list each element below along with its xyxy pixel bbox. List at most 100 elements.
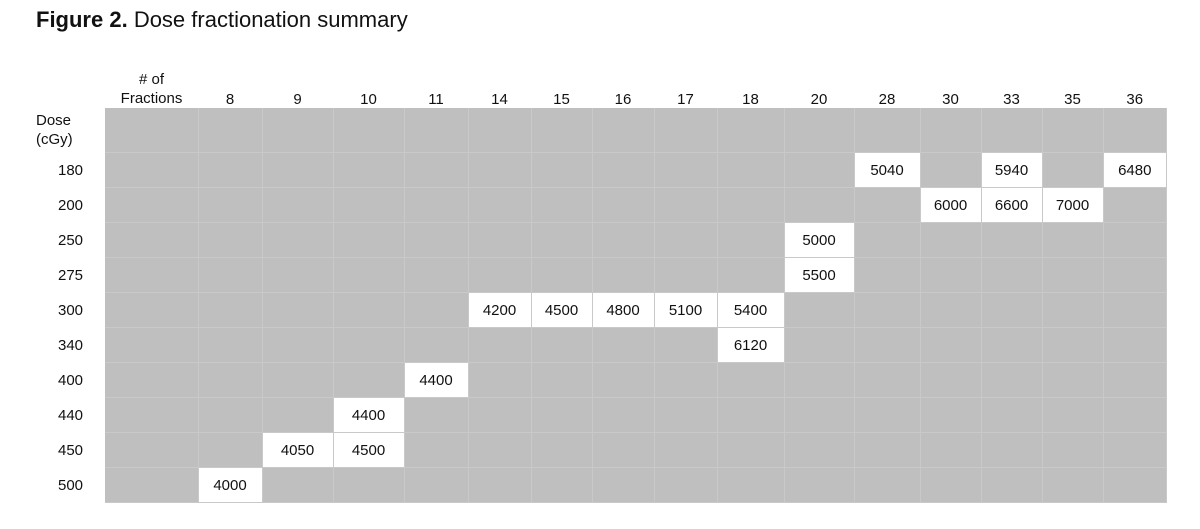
grid-cell: [468, 187, 532, 223]
total-dose-cell: 5000: [784, 222, 855, 258]
dose-row-400: 400 4400: [36, 362, 1167, 398]
grid-cell: [404, 187, 469, 223]
dose-row-200: 200 6000 6600 7000: [36, 187, 1167, 223]
total-dose-cell: 5400: [717, 292, 785, 328]
fractions-header-30: 30: [942, 91, 959, 108]
grid-cell: [654, 327, 718, 363]
grid-cell: [592, 257, 655, 293]
grid-cell: [105, 432, 199, 468]
grid-cell: [1042, 222, 1104, 258]
total-dose-cell: 5500: [784, 257, 855, 293]
fractions-header-16: 16: [614, 91, 632, 108]
dose-label-275: 275: [57, 266, 84, 284]
grid-cell: [404, 152, 469, 188]
grid-cell: [198, 187, 263, 223]
grid-cell: [262, 362, 334, 398]
grid-cell: [198, 432, 263, 468]
total-dose-cell: 4500: [531, 292, 593, 328]
grid-cell: [468, 152, 532, 188]
grid-cell: [262, 257, 334, 293]
grid-cell: [854, 432, 921, 468]
grid-cell: [654, 432, 718, 468]
grid-cell: [333, 187, 405, 223]
fractions-header-11: 11: [428, 91, 444, 108]
grid-cell: [854, 292, 921, 328]
grid-cell: [920, 257, 982, 293]
grid-cell: [717, 108, 785, 153]
grid-cell: [1042, 257, 1104, 293]
grid-cell: [784, 362, 855, 398]
grid-cell: [198, 292, 263, 328]
grid-cell: [105, 397, 199, 433]
total-dose-cell: 6480: [1103, 152, 1167, 188]
dose-row-275: 275 5500: [36, 257, 1167, 293]
dose-row-header: Dose (cGy): [36, 108, 105, 153]
grid-cell: [981, 432, 1043, 468]
fractions-header-33: 33: [1003, 91, 1020, 108]
grid-cell: [333, 327, 405, 363]
grid-cell: [981, 327, 1043, 363]
grid-cell: [531, 187, 593, 223]
total-dose-cell: 4500: [333, 432, 405, 468]
grid-cell: [1042, 108, 1104, 153]
grid-cell: [784, 467, 855, 503]
fractions-header-line1: # of: [138, 71, 165, 88]
dose-label-440: 440: [57, 406, 84, 424]
grid-cell: [262, 222, 334, 258]
grid-cell: [404, 222, 469, 258]
grid-cell: [1042, 397, 1104, 433]
grid-cell: [654, 397, 718, 433]
grid-cell: [920, 397, 982, 433]
grid-cell: [105, 292, 199, 328]
grid-cell: [1103, 397, 1167, 433]
figure-number: Figure 2.: [36, 7, 128, 32]
grid-cell: [654, 152, 718, 188]
grid-cell: [784, 152, 855, 188]
total-dose-cell: 5940: [981, 152, 1043, 188]
dose-row-250: 250 5000: [36, 222, 1167, 258]
grid-cell: [784, 187, 855, 223]
grid-cell: [105, 362, 199, 398]
grid-cell: [1103, 222, 1167, 258]
total-dose-cell: 5040: [854, 152, 921, 188]
total-dose-cell: 4400: [404, 362, 469, 398]
fractions-header-36: 36: [1126, 91, 1144, 108]
grid-cell: [404, 397, 469, 433]
grid-cell: [1103, 432, 1167, 468]
fractions-header-17: 17: [677, 91, 694, 108]
dose-row-440: 440 4400: [36, 397, 1167, 433]
grid-cell: [105, 257, 199, 293]
grid-cell: [105, 108, 199, 153]
fractions-header-20: 20: [810, 91, 828, 108]
fractions-header-18: 18: [742, 91, 759, 108]
grid-cell: [981, 292, 1043, 328]
grid-cell: [531, 397, 593, 433]
grid-cell: [468, 257, 532, 293]
grid-cell: [333, 467, 405, 503]
fractions-column-header: # of Fractions: [105, 64, 198, 108]
dose-row-450: 450 4050 4500: [36, 432, 1167, 468]
grid-cell: [531, 327, 593, 363]
grid-cell: [654, 108, 718, 153]
fractions-header-10: 10: [360, 91, 377, 108]
grid-cell: [531, 152, 593, 188]
grid-cell: [333, 222, 405, 258]
grid-cell: [654, 222, 718, 258]
dose-row-300: 300 4200 4500 4800 5100 5400: [36, 292, 1167, 328]
grid-cell: [920, 362, 982, 398]
grid-cell: [784, 327, 855, 363]
dose-label-200: 200: [57, 196, 84, 214]
grid-cell: [468, 222, 532, 258]
grid-cell: [854, 327, 921, 363]
grid-cell: [333, 257, 405, 293]
fractions-header-35: 35: [1064, 91, 1081, 108]
grid-cell: [333, 362, 405, 398]
grid-cell: [1042, 292, 1104, 328]
grid-cell: [654, 187, 718, 223]
fractions-header-9: 9: [293, 91, 302, 108]
grid-cell: [784, 432, 855, 468]
grid-cell: [784, 108, 855, 153]
grid-cell: [105, 152, 199, 188]
grid-cell: [717, 397, 785, 433]
grid-cell: [592, 362, 655, 398]
